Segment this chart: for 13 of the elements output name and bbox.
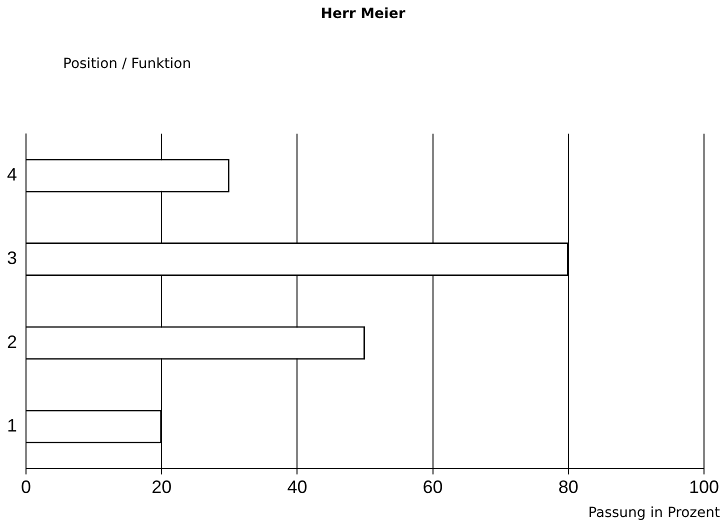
x-tick-label: 0 [21, 477, 32, 498]
y-axis-title: Position / Funktion [63, 56, 192, 72]
x-tick-label: 20 [152, 477, 172, 498]
chart-title: Herr Meier [320, 6, 406, 22]
y-tick-label: 4 [6, 164, 18, 185]
y-tick-label: 3 [6, 248, 18, 268]
y-tick-label: 1 [6, 416, 18, 436]
x-tick-label: 80 [558, 477, 578, 498]
x-tick-label: 40 [287, 477, 308, 498]
x-axis-title: Passung in Prozent [588, 505, 720, 521]
x-tick-label: 100 [688, 477, 720, 498]
y-tick-label: 2 [6, 332, 18, 352]
x-tick-label: 60 [422, 477, 443, 498]
